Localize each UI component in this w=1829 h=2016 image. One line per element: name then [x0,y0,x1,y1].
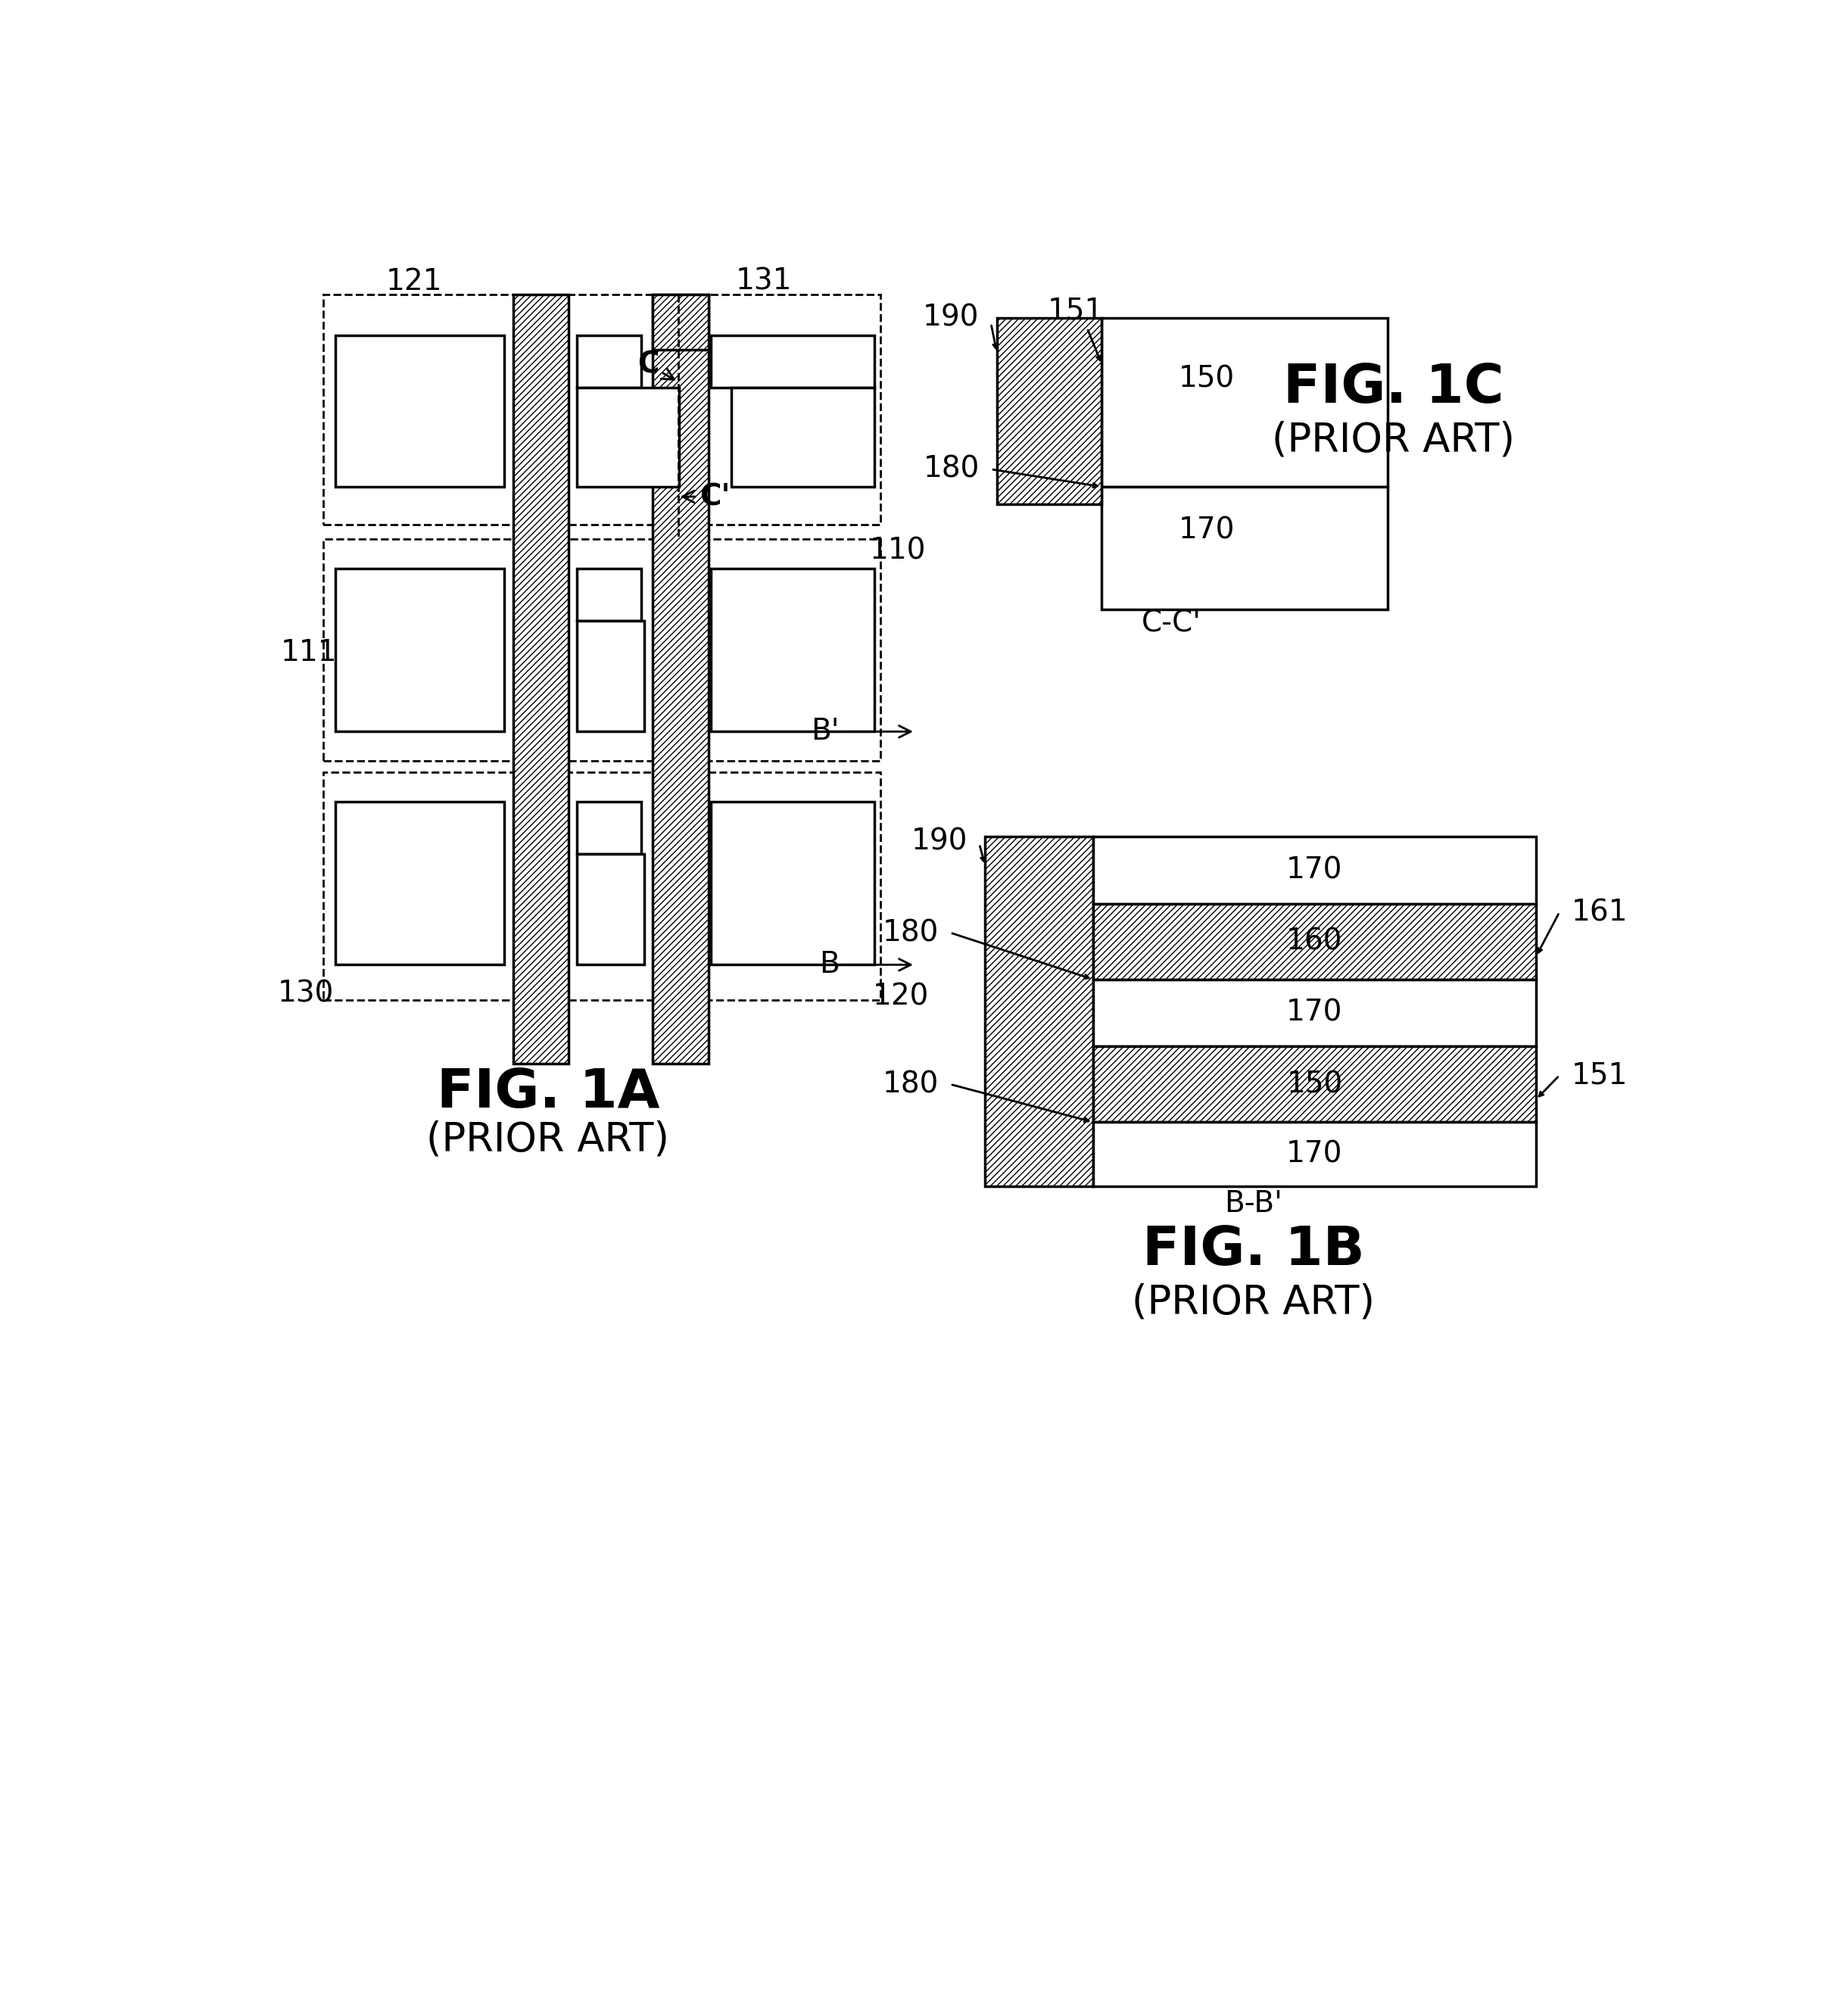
Text: 121: 121 [386,268,443,296]
Bar [335,569,505,732]
Bar [335,335,505,486]
Text: 130: 130 [278,980,335,1008]
Bar [1094,837,1536,903]
Bar [693,538,880,760]
Bar [324,772,684,1000]
Text: 120: 120 [872,982,929,1012]
Text: 170: 170 [1286,998,1342,1028]
Bar [1101,486,1388,609]
Bar [732,387,874,486]
Text: 190: 190 [911,827,968,855]
Bar [986,837,1094,1185]
Bar [711,569,874,732]
Text: 180: 180 [882,1070,938,1099]
Text: 170: 170 [1286,855,1342,885]
Bar [512,294,569,1064]
Text: 151: 151 [1571,1060,1628,1091]
Bar [324,294,684,524]
Text: 190: 190 [924,302,979,333]
Bar [578,387,679,486]
Bar [711,802,874,966]
Bar [1101,319,1388,486]
Text: 161: 161 [1571,897,1628,927]
Bar [578,802,642,855]
Bar [653,294,708,1064]
Bar [1094,903,1536,980]
Text: (PRIOR ART): (PRIOR ART) [426,1121,669,1159]
Text: B': B' [810,718,911,746]
Text: 180: 180 [924,456,979,484]
Text: B: B [819,950,911,980]
Text: 151: 151 [1048,296,1103,325]
Text: 110: 110 [869,536,925,564]
Text: FIG. 1B: FIG. 1B [1141,1224,1364,1276]
Text: (PRIOR ART): (PRIOR ART) [1271,421,1514,460]
Text: 111: 111 [280,639,337,667]
Text: C: C [636,351,675,379]
Text: (PRIOR ART): (PRIOR ART) [1132,1282,1375,1322]
Bar [578,335,642,387]
Bar [1094,1046,1536,1123]
Bar [324,538,684,760]
Text: C-C': C-C' [1141,609,1202,639]
Bar [997,319,1101,504]
Text: 170: 170 [1178,516,1235,544]
Text: B-B': B-B' [1224,1189,1282,1218]
Text: C': C' [682,482,730,510]
Text: 150: 150 [1286,1070,1342,1099]
Bar [578,855,644,966]
Text: FIG. 1A: FIG. 1A [437,1066,660,1119]
Text: 160: 160 [1286,927,1342,956]
Text: FIG. 1C: FIG. 1C [1282,361,1503,413]
Bar [693,294,880,524]
Bar [1094,980,1536,1046]
Bar [653,294,708,349]
Bar [1094,1123,1536,1185]
Text: 150: 150 [1178,365,1235,393]
Bar [578,621,644,732]
Bar [711,335,874,387]
Bar [335,802,505,966]
Bar [693,772,880,1000]
Text: 170: 170 [1286,1139,1342,1169]
Text: 180: 180 [882,919,938,948]
Bar [578,569,642,621]
Text: 131: 131 [735,268,792,296]
